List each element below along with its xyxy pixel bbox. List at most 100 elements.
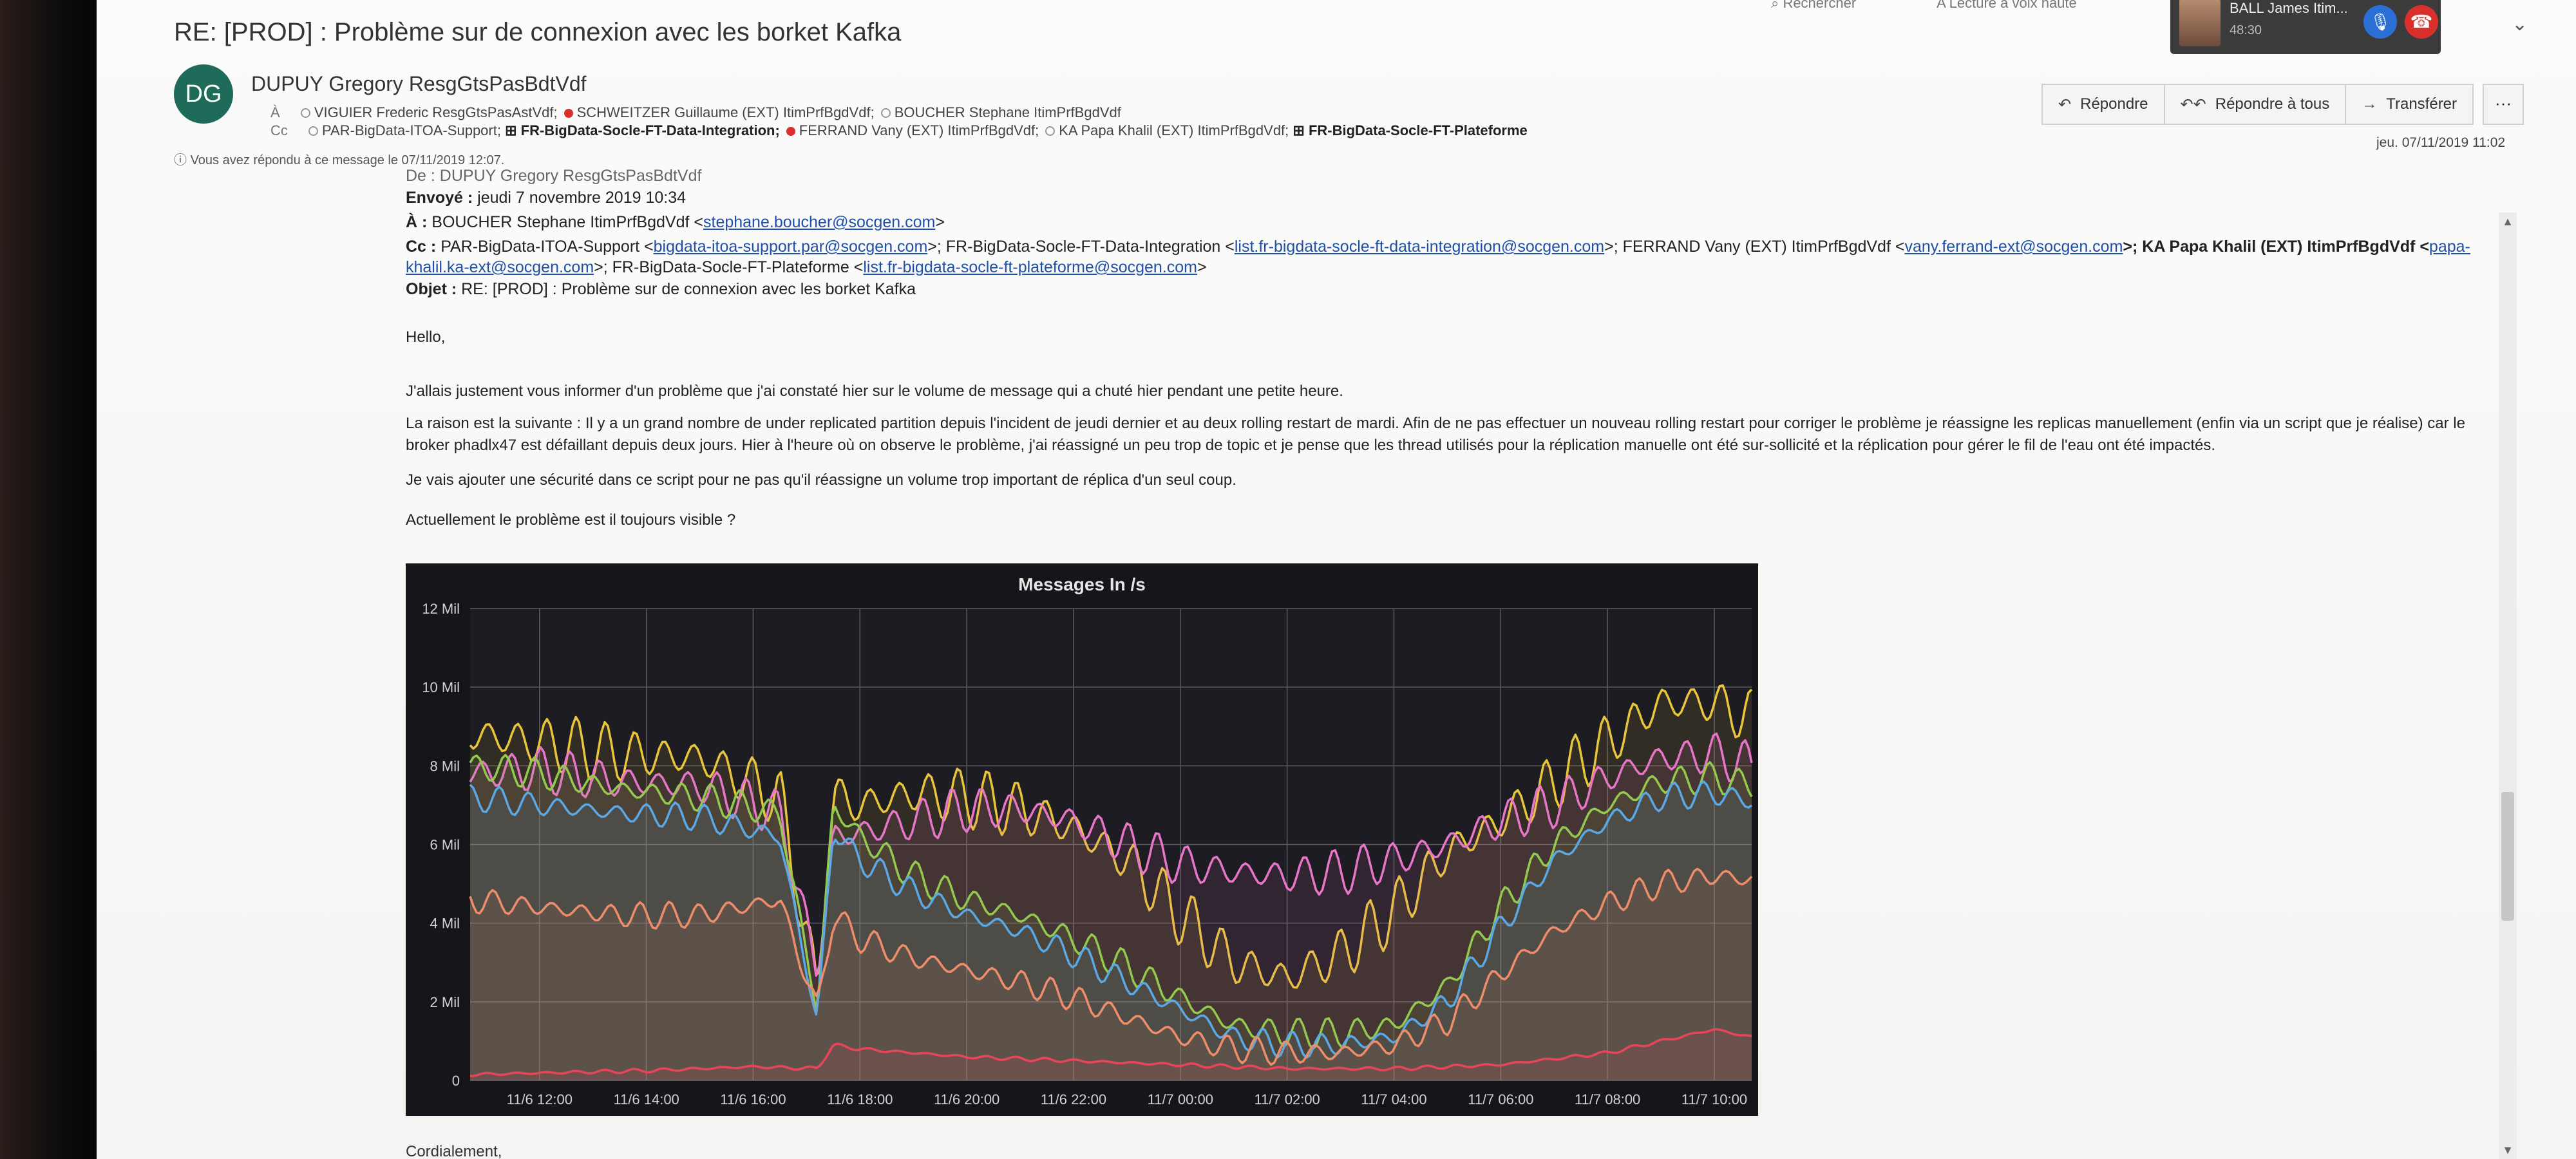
subject-value: RE: [PROD] : Problème sur de connexion a… <box>461 280 916 298</box>
recipient-name: ⊞ FR-BigData-Socle-FT-Plateforme <box>1293 122 1528 138</box>
series-line <box>469 732 1753 977</box>
x-tick-label: 11/7 02:00 <box>1254 1091 1320 1107</box>
call-participant-name: BALL James Itim... <box>2230 0 2348 16</box>
x-tick-label: 11/6 20:00 <box>934 1091 999 1107</box>
monitor-bezel <box>0 0 97 1159</box>
quoted-subject: Objet : RE: [PROD] : Problème sur de con… <box>406 280 916 299</box>
forward-label: Transférer <box>2386 95 2458 113</box>
reply-all-label: Répondre à tous <box>2215 95 2330 113</box>
greeting: Hello, <box>406 328 446 346</box>
recipient[interactable]: VIGUIER Frederic ResgGtsPasAstVdf; <box>294 104 558 120</box>
paragraph-1: J'allais justement vous informer d'un pr… <box>406 382 1343 400</box>
scroll-thumb[interactable] <box>2501 792 2514 921</box>
recipient-list-to: VIGUIER Frederic ResgGtsPasAstVdf; SCHWEI… <box>294 104 1121 120</box>
to-label-quoted: À : <box>406 213 428 231</box>
sender-name[interactable]: DUPUY Gregory ResgGtsPasBdtVdf <box>251 72 587 95</box>
forward-icon: → <box>2362 95 2378 113</box>
presence-status-icon <box>308 126 319 136</box>
recipient-name: FERRAND Vany (EXT) ItimPrfBgdVdf; <box>799 122 1039 138</box>
reply-button[interactable]: ↶ Répondre <box>2041 84 2165 125</box>
read-aloud-button[interactable]: A Lecture à voix haute <box>1937 0 2116 11</box>
recipient[interactable]: ⊞ FR-BigData-Socle-FT-Plateforme <box>1289 122 1528 138</box>
recipient[interactable]: KA Papa Khalil (EXT) ItimPrfBgdVdf; <box>1039 122 1289 138</box>
reply-all-button[interactable]: ↶↶ Répondre à tous <box>2163 84 2347 125</box>
hang-up-button[interactable]: ☎ <box>2405 5 2438 39</box>
search-button[interactable]: ⌕ Rechercher <box>1771 0 1895 11</box>
y-tick-label: 8 Mil <box>430 758 460 774</box>
quoted-from: De : DUPUY Gregory ResgGtsPasBdtVdf <box>406 167 702 185</box>
email-link[interactable]: list.fr-bigdata-socle-ft-plateforme@socg… <box>863 258 1198 276</box>
paragraph-3: Je vais ajouter une sécurité dans ce scr… <box>406 471 1236 489</box>
recipient-name: BOUCHER Stephane ItimPrfBgdVdf <box>894 104 1121 120</box>
series-area <box>470 781 1752 1080</box>
to-value: BOUCHER Stephane ItimPrfBgdVdf < <box>431 213 703 231</box>
recipient[interactable]: ⊞ FR-BigData-Socle-FT-Data-Integration; <box>501 122 780 138</box>
recipient-name: SCHWEITZER Guillaume (EXT) ItimPrfBgdVdf… <box>576 104 875 120</box>
messages-in-chart: Messages In /s 0 2 Mil 4 Mil 6 Mil 8 Mil 10 Mi… <box>406 563 1758 1116</box>
presence-status-icon <box>564 109 573 118</box>
scroll-down-icon[interactable]: ▼ <box>2502 1144 2514 1156</box>
email-link[interactable]: vany.ferrand-ext@socgen.com <box>1904 238 2123 256</box>
series-area <box>470 755 1752 1080</box>
recipient[interactable]: PAR-BigData-ITOA-Support; <box>302 122 501 138</box>
x-tick-label: 11/6 18:00 <box>827 1091 893 1107</box>
replied-note-text: Vous avez répondu à ce message le 07/11/… <box>190 153 505 167</box>
y-tick-label: 6 Mil <box>430 837 460 853</box>
x-tick-label: 11/7 10:00 <box>1681 1091 1747 1107</box>
series-area <box>470 1029 1752 1080</box>
replied-note: ⓘ Vous avez répondu à ce message le 07/1… <box>174 149 504 168</box>
presence-status-icon <box>1045 126 1056 136</box>
scrollbar[interactable]: ▲ ▼ <box>2499 212 2517 1159</box>
message-body: De : DUPUY Gregory ResgGtsPasBdtVdf Envo… <box>406 164 2524 1159</box>
x-tick-label: 11/7 04:00 <box>1361 1091 1426 1107</box>
recipient-list-cc: PAR-BigData-ITOA-Support; ⊞ FR-BigData-S… <box>302 122 1528 138</box>
more-actions-button[interactable]: ··· <box>2483 84 2524 125</box>
email-window: ⌕ Rechercher A Lecture à voix haute BALL… <box>97 0 2576 1159</box>
message-actions: ↶ Répondre ↶↶ Répondre à tous → Transférer … <box>2041 84 2524 125</box>
email-link[interactable]: khalil.ka-ext@socgen.com <box>406 258 594 276</box>
recipient-name: PAR-BigData-ITOA-Support; <box>322 122 501 138</box>
x-tick-label: 11/7 08:00 <box>1575 1091 1640 1107</box>
series-area <box>470 685 1752 1080</box>
reply-label: Répondre <box>2080 95 2148 113</box>
cc-text: PAR-BigData-ITOA-Support < <box>440 238 654 256</box>
cc-text: > <box>1197 258 1207 276</box>
x-tick-label: 11/6 22:00 <box>1041 1091 1106 1107</box>
info-icon: ⓘ <box>174 153 187 167</box>
recipient[interactable]: BOUCHER Stephane ItimPrfBgdVdf <box>875 104 1121 120</box>
email-link[interactable]: stephane.boucher@socgen.com <box>703 213 936 231</box>
series-line <box>469 684 1753 989</box>
sent-value: jeudi 7 novembre 2019 10:34 <box>477 189 687 207</box>
chevron-down-icon[interactable]: ⌄ <box>2512 14 2528 35</box>
closing: Cordialement, <box>406 1143 502 1159</box>
forward-button[interactable]: → Transférer <box>2345 84 2474 125</box>
chart-title: Messages In /s <box>1018 574 1146 594</box>
x-tick-label: 11/6 16:00 <box>720 1091 786 1107</box>
email-link[interactable]: bigdata-itoa-support.par@socgen.com <box>653 238 928 256</box>
cc-text: >; FR-BigData-Socle-FT-Data-Integration … <box>927 238 1235 256</box>
series-line <box>470 1028 1752 1077</box>
quoted-to: À : BOUCHER Stephane ItimPrfBgdVdf <step… <box>406 213 945 231</box>
read-aloud-label: Lecture à voix haute <box>1949 0 2077 11</box>
mute-button[interactable]: 🎙 <box>2363 5 2397 39</box>
series-line <box>469 780 1752 1059</box>
top-toolbar: ⌕ Rechercher A Lecture à voix haute <box>1771 0 2154 13</box>
chart-svg: Messages In /s 0 2 Mil 4 Mil 6 Mil 8 Mil 10 Mi… <box>406 563 1758 1116</box>
quoted-cc-continued: khalil.ka-ext@socgen.com>; FR-BigData-So… <box>406 258 1207 277</box>
x-tick-label: 11/7 00:00 <box>1148 1091 1213 1107</box>
sender-avatar[interactable]: DG <box>174 64 233 124</box>
recipient[interactable]: SCHWEITZER Guillaume (EXT) ItimPrfBgdVdf… <box>558 104 875 120</box>
email-link[interactable]: list.fr-bigdata-socle-ft-data-integratio… <box>1234 238 1605 256</box>
x-tick-label: 11/6 12:00 <box>507 1091 573 1107</box>
scroll-up-icon[interactable]: ▲ <box>2502 215 2514 228</box>
call-widget[interactable]: BALL James Itim... 48:30 🎙 ☎ <box>2170 0 2441 54</box>
recipient-name: ⊞ FR-BigData-Socle-FT-Data-Integration; <box>505 122 780 138</box>
quoted-sent: Envoyé : jeudi 7 novembre 2019 10:34 <box>406 189 686 207</box>
email-link[interactable]: papa- <box>2429 238 2470 256</box>
cc-text: >; FERRAND Vany (EXT) ItimPrfBgdVdf < <box>1604 238 1905 256</box>
recipient[interactable]: FERRAND Vany (EXT) ItimPrfBgdVdf; <box>780 122 1039 138</box>
recipient-name: VIGUIER Frederic ResgGtsPasAstVdf; <box>314 104 558 120</box>
search-label: Rechercher <box>1783 0 1857 11</box>
cc-recipients: Cc PAR-BigData-ITOA-Support; ⊞ FR-BigDat… <box>270 122 1528 139</box>
call-duration: 48:30 <box>2230 23 2262 37</box>
